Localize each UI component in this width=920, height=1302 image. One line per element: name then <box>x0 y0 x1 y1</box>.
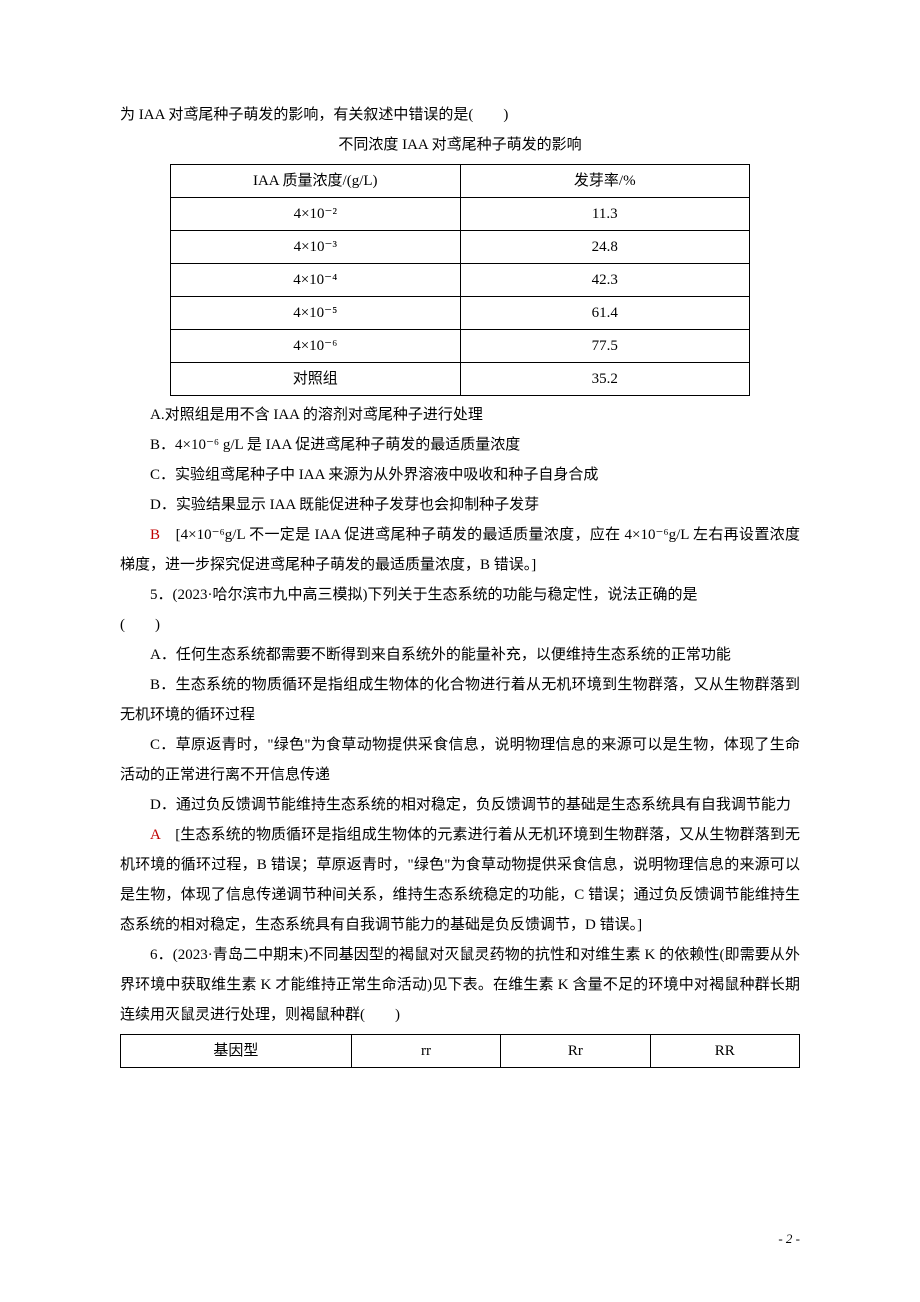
cell: 4×10⁻⁶ <box>171 330 461 363</box>
table-row: 4×10⁻⁶ 77.5 <box>171 330 750 363</box>
intro-line: 为 IAA 对鸢尾种子萌发的影响，有关叙述中错误的是( ) <box>120 100 800 130</box>
q5-answer-label: A <box>150 827 160 843</box>
cell: 4×10⁻² <box>171 198 461 231</box>
table-genotype: 基因型 rr Rr RR <box>120 1034 800 1068</box>
cell: 61.4 <box>460 297 750 330</box>
th-rr: rr <box>351 1035 500 1068</box>
q5-stem-line2: ( ) <box>120 610 800 640</box>
cell: 42.3 <box>460 264 750 297</box>
q5-option-b: B．生态系统的物质循环是指组成生物体的化合物进行着从无机环境到生物群落，又从生物… <box>120 670 800 730</box>
q5-stem-line1: 5．(2023·哈尔滨市九中高三模拟)下列关于生态系统的功能与稳定性，说法正确的… <box>120 580 800 610</box>
cell: 11.3 <box>460 198 750 231</box>
table-iaa: IAA 质量浓度/(g/L) 发芽率/% 4×10⁻² 11.3 4×10⁻³ … <box>170 164 750 396</box>
th-Rr: Rr <box>501 1035 650 1068</box>
th-RR: RR <box>650 1035 799 1068</box>
q4-answer-label: B <box>150 527 160 543</box>
table1-caption: 不同浓度 IAA 对鸢尾种子萌发的影响 <box>120 130 800 160</box>
q4-option-b: B．4×10⁻⁶ g/L 是 IAA 促进鸢尾种子萌发的最适质量浓度 <box>120 430 800 460</box>
table-row: 对照组 35.2 <box>171 363 750 396</box>
q4-option-a: A.对照组是用不含 IAA 的溶剂对鸢尾种子进行处理 <box>120 400 800 430</box>
q5-answer: A [生态系统的物质循环是指组成生物体的元素进行着从无机环境到生物群落，又从生物… <box>120 820 800 940</box>
cell: 24.8 <box>460 231 750 264</box>
table-header-row: 基因型 rr Rr RR <box>121 1035 800 1068</box>
page: 为 IAA 对鸢尾种子萌发的影响，有关叙述中错误的是( ) 不同浓度 IAA 对… <box>0 0 920 1302</box>
table-row: 4×10⁻² 11.3 <box>171 198 750 231</box>
q5-option-d: D．通过负反馈调节能维持生态系统的相对稳定，负反馈调节的基础是生态系统具有自我调… <box>120 790 800 820</box>
q4-answer-text: [4×10⁻⁶g/L 不一定是 IAA 促进鸢尾种子萌发的最适质量浓度，应在 4… <box>120 527 800 573</box>
cell: 4×10⁻³ <box>171 231 461 264</box>
q6-stem: 6．(2023·青岛二中期末)不同基因型的褐鼠对灭鼠灵药物的抗性和对维生素 K … <box>120 940 800 1030</box>
table-row: 4×10⁻³ 24.8 <box>171 231 750 264</box>
q5-option-a: A．任何生态系统都需要不断得到来自系统外的能量补充，以便维持生态系统的正常功能 <box>120 640 800 670</box>
q4-option-c: C．实验组鸢尾种子中 IAA 来源为从外界溶液中吸收和种子自身合成 <box>120 460 800 490</box>
cell: 35.2 <box>460 363 750 396</box>
q5-answer-text: [生态系统的物质循环是指组成生物体的元素进行着从无机环境到生物群落，又从生物群落… <box>120 827 800 933</box>
table-row: 4×10⁻⁴ 42.3 <box>171 264 750 297</box>
table-header-row: IAA 质量浓度/(g/L) 发芽率/% <box>171 165 750 198</box>
th-genotype: 基因型 <box>121 1035 352 1068</box>
q4-option-d: D．实验结果显示 IAA 既能促进种子发芽也会抑制种子发芽 <box>120 490 800 520</box>
q4-answer: B [4×10⁻⁶g/L 不一定是 IAA 促进鸢尾种子萌发的最适质量浓度，应在… <box>120 520 800 580</box>
cell: 4×10⁻⁵ <box>171 297 461 330</box>
q5-option-c: C．草原返青时，"绿色"为食草动物提供采食信息，说明物理信息的来源可以是生物，体… <box>120 730 800 790</box>
cell: 对照组 <box>171 363 461 396</box>
page-number: - 2 - <box>778 1226 800 1252</box>
cell: 4×10⁻⁴ <box>171 264 461 297</box>
th-germination: 发芽率/% <box>460 165 750 198</box>
th-concentration: IAA 质量浓度/(g/L) <box>171 165 461 198</box>
table-row: 4×10⁻⁵ 61.4 <box>171 297 750 330</box>
cell: 77.5 <box>460 330 750 363</box>
